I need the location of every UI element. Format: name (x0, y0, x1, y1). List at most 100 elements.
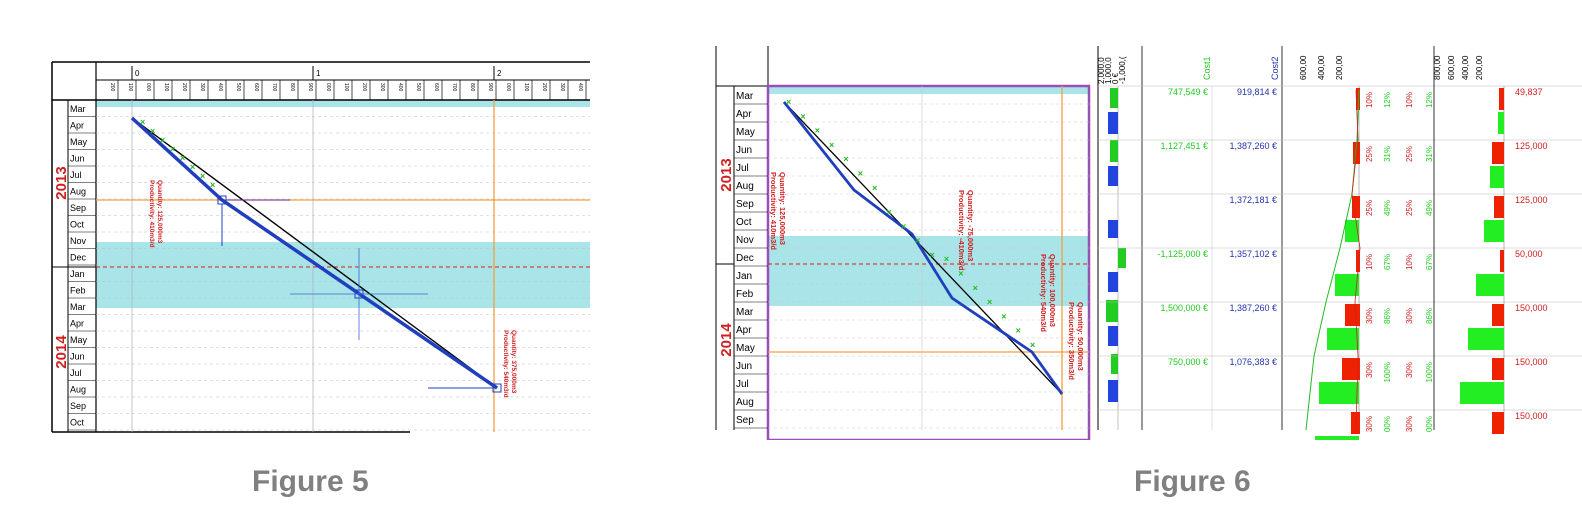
percentage-label: 10% (1405, 254, 1414, 270)
month-label: Sep (70, 203, 86, 213)
annotation-productivity: Productivity: 350m3/d (1067, 302, 1076, 380)
hist1-red-bar (1342, 358, 1360, 380)
month-label: Nov (70, 236, 87, 246)
percentage-label: 30% (1405, 308, 1414, 324)
cost1-value: 1,127,451 € (1160, 141, 1208, 151)
percentage-label: 86% (1383, 308, 1392, 324)
balance-axis-label: 2,000,0 (1097, 57, 1106, 84)
distance-minor-label: 900 (487, 83, 493, 92)
percentage-label: 30% (1405, 416, 1414, 432)
right-value: 125,000 (1515, 141, 1548, 151)
distance-minor-label: 500 (415, 83, 421, 92)
progress-marker: × (140, 117, 145, 127)
month-label: Sep (736, 199, 754, 210)
cost2-value: 1,387,260 € (1229, 141, 1277, 151)
percentage-label: 86% (1425, 308, 1434, 324)
month-label: Sep (70, 401, 86, 411)
month-label: Jul (736, 163, 749, 174)
target-line (131, 117, 498, 389)
cost1-value: 1,500,000 € (1160, 303, 1208, 313)
distance-minor-label: 800 (469, 83, 475, 92)
month-label: Jun (70, 352, 85, 362)
right-value: 150,000 (1515, 357, 1548, 367)
hist2-axis-label: 200,00 (1475, 55, 1484, 80)
progress-marker: × (170, 144, 175, 154)
progress-marker: × (1016, 326, 1021, 336)
percentage-label: 31% (1425, 146, 1434, 162)
figure-5-caption: Figure 5 (252, 465, 369, 498)
month-label: Oct (70, 418, 85, 428)
balance-bar (1108, 112, 1118, 134)
distance-minor-label: 400 (397, 83, 403, 92)
annotation-productivity: Productivity: 540m3/d (1039, 254, 1048, 332)
cost2-value: 1,076,383 € (1229, 357, 1277, 367)
annotation-quantity: Quantity: 125,000m3 (156, 180, 163, 244)
balance-bar (1108, 166, 1118, 186)
distance-minor-label: 500 (235, 83, 241, 92)
annotation-productivity: Productivity: -410m3/d (957, 190, 966, 271)
percentage-label: 49% (1425, 200, 1434, 216)
percentage-label: 30% (1365, 362, 1374, 378)
annotation-quantity: Quantity: 375,000m3 (510, 330, 517, 394)
hist1-red-bar (1351, 412, 1360, 434)
annotation-productivity: Productivity: 540m3/d (502, 330, 509, 398)
hist1-red-bar (1352, 196, 1360, 218)
percentage-label: 25% (1365, 200, 1374, 216)
month-label: May (736, 343, 755, 354)
month-label: Sep (736, 415, 754, 426)
progress-marker: × (872, 183, 877, 193)
distance-minor-label: 400 (577, 83, 583, 92)
cost1-value: -1,125,000 € (1157, 249, 1208, 259)
distance-minor-label: 000 (145, 83, 151, 92)
balance-bar (1110, 140, 1118, 162)
distance-minor-label: 200 (361, 83, 367, 92)
hist1-axis-label: 400,00 (1317, 55, 1326, 80)
balance-bar (1108, 272, 1118, 292)
distance-minor-label: 600 (433, 83, 439, 92)
year-label: 2014 (53, 335, 70, 369)
progress-marker: × (843, 154, 848, 164)
hist2-green-bar (1468, 328, 1504, 350)
right-value: 150,000 (1515, 303, 1548, 313)
distance-minor-label: 600 (253, 83, 259, 92)
percentage-label: 10% (1405, 92, 1414, 108)
progress-marker: × (200, 171, 205, 181)
balance-axis-label: -1,000,( (1118, 56, 1127, 84)
percentage-label: 67% (1425, 254, 1434, 270)
progress-marker: × (210, 180, 215, 190)
right-value: 125,000 (1515, 195, 1548, 205)
hist2-red-bar (1492, 304, 1504, 326)
hist1-cumulative-line (1305, 89, 1360, 431)
hist2-red-bar (1492, 412, 1504, 434)
percentage-label: 00% (1425, 416, 1434, 432)
month-label: Jan (736, 271, 752, 282)
percentage-label: 67% (1383, 254, 1392, 270)
right-value: 49,837 (1515, 87, 1543, 97)
distance-minor-label: 200 (181, 83, 187, 92)
hist1-green-bar (1315, 436, 1359, 440)
progress-marker: × (930, 250, 935, 260)
month-label: May (70, 137, 88, 147)
planned-line (130, 116, 498, 390)
progress-marker: × (160, 135, 165, 145)
month-label: Feb (736, 289, 754, 300)
distance-minor-label: 400 (217, 83, 223, 92)
month-label: Aug (70, 187, 86, 197)
month-label: Dec (736, 253, 754, 264)
progress-marker: × (800, 111, 805, 121)
annotation-productivity: Productivity: 410m3/d (148, 180, 155, 248)
progress-marker: × (858, 168, 863, 178)
distance-minor-label: 700 (451, 83, 457, 92)
percentage-label: 25% (1405, 146, 1414, 162)
hist1-green-bar (1327, 328, 1359, 350)
hist2-red-bar (1492, 142, 1504, 164)
figure-6-chart: Mar Apr May Jun Jul Aug Sep Oct Nov Dec Jan Feb Mar A… (715, 46, 1582, 440)
distance-minor-label: 200 (109, 83, 115, 92)
distance-minor-label: 700 (271, 83, 277, 92)
hist1-green-bar (1319, 382, 1359, 404)
month-label: May (736, 127, 755, 138)
hist2-red-bar (1492, 358, 1504, 380)
hist1-axis-label: 200,00 (1335, 55, 1344, 80)
hist1-green-bar (1335, 274, 1359, 296)
hist2-red-bar (1499, 88, 1504, 110)
